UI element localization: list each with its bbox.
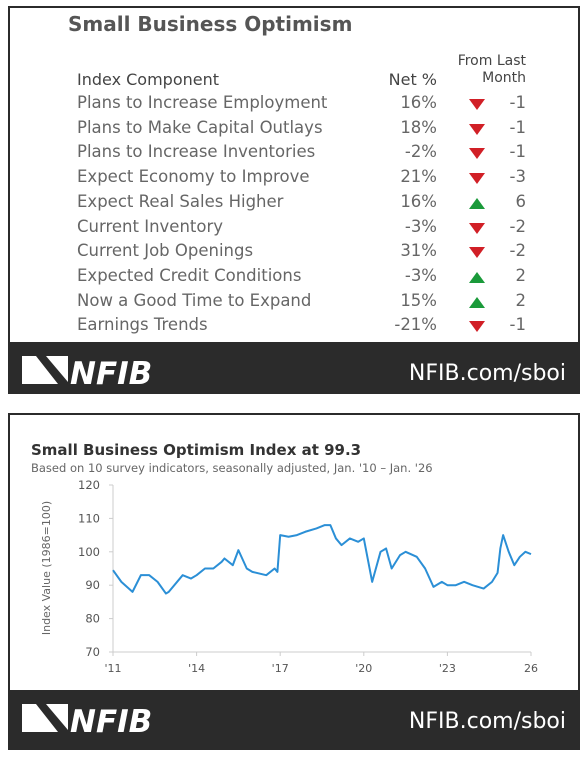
row-change: -1 (509, 117, 526, 137)
row-net: -3% (404, 216, 437, 236)
row-label: Now a Good Time to Expand (77, 290, 312, 310)
row-change: 2 (515, 265, 527, 285)
y-tick-label: 90 (85, 578, 100, 592)
row-change: -1 (509, 142, 526, 162)
row-net: -2% (404, 142, 437, 162)
row-net: -21% (394, 315, 437, 335)
x-tick-label: '14 (188, 662, 205, 675)
row-net: 16% (400, 191, 437, 211)
arrow (469, 197, 485, 209)
chart-title: Small Business Optimism Index at 99.3 (31, 441, 361, 459)
footer-url: NFIB.com/sboi (409, 709, 566, 734)
table-panel: Small Business Optimism Index Component N… (8, 6, 580, 394)
row-change: 6 (515, 191, 527, 211)
chart-subtitle: Based on 10 survey indicators, seasonall… (31, 461, 433, 475)
row-change: 2 (515, 290, 527, 310)
row-net: 31% (400, 241, 437, 261)
arrow (469, 222, 485, 234)
table-title: Small Business Optimism (68, 12, 353, 36)
row-label: Current Inventory (77, 216, 224, 236)
row-label: Expect Real Sales Higher (77, 191, 284, 211)
chart-area (10, 415, 578, 690)
line (112, 524, 532, 595)
row-label: Expect Economy to Improve (77, 167, 310, 187)
x-tick-label: 26 (524, 662, 538, 675)
y-tick-label: 100 (78, 545, 100, 559)
chart-panel (8, 413, 580, 750)
x-tick-label: '11 (104, 662, 121, 675)
arrow (469, 296, 485, 308)
row-net: 18% (400, 117, 437, 137)
row-label: Current Job Openings (77, 241, 254, 261)
row-label: Plans to Increase Employment (77, 93, 328, 112)
row-change: -3 (509, 167, 526, 187)
arrow (469, 123, 485, 135)
row-change: -1 (509, 315, 526, 335)
header-net: Net % (388, 70, 437, 89)
y-tick-label: 80 (85, 612, 100, 626)
x-tick-label: '20 (355, 662, 372, 675)
x-tick-label: '23 (439, 662, 456, 675)
arrow (469, 173, 485, 185)
arrow (469, 148, 485, 160)
header-change: From Last Month (457, 53, 526, 86)
logo-icon (46, 704, 68, 730)
arrow (469, 271, 485, 283)
row-label: Expected Credit Conditions (77, 265, 302, 285)
arrow (469, 247, 485, 259)
arrow (469, 99, 485, 110)
table-area: Small Business Optimism Index Component N… (10, 8, 578, 342)
row-change: -2 (509, 241, 526, 261)
row-change: -2 (509, 216, 526, 236)
y-axis-label: Index Value (1986=100) (40, 501, 53, 635)
row-net: 16% (400, 93, 437, 112)
logo-text: NFIB (70, 704, 152, 740)
row-net: -3% (404, 265, 437, 285)
y-tick-label: 110 (78, 511, 100, 525)
header-component: Index Component (77, 70, 220, 89)
row-net: 21% (400, 167, 437, 187)
x-tick-label: '17 (272, 662, 289, 675)
arrow (469, 321, 485, 333)
y-tick-label: 70 (85, 645, 100, 659)
logo-icon (22, 704, 58, 732)
y-tick-label: 120 (78, 478, 100, 492)
row-net: 15% (400, 290, 437, 310)
row-label: Plans to Make Capital Outlays (77, 117, 323, 137)
row-label: Plans to Increase Inventories (77, 142, 316, 162)
row-change: -1 (509, 93, 526, 112)
row-label: Earnings Trends (77, 315, 208, 335)
